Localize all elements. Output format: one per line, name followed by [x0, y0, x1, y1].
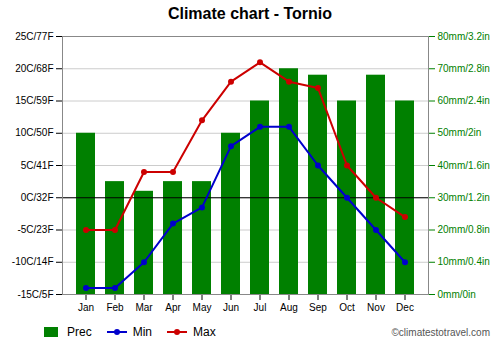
html-text:Max: Max [193, 325, 216, 339]
svg-text:60mm/2.4in: 60mm/2.4in [438, 95, 490, 106]
svg-text:-5C/23F: -5C/23F [17, 224, 53, 235]
svg-text:0mm/0in: 0mm/0in [438, 289, 476, 300]
svg-text:20mm/0.8in: 20mm/0.8in [438, 224, 490, 235]
svg-text:Sep: Sep [309, 302, 327, 313]
svg-text:30mm/1.2in: 30mm/1.2in [438, 192, 490, 203]
svg-text:Apr: Apr [165, 302, 181, 313]
svg-text:Jun: Jun [223, 302, 239, 313]
svg-text:Jan: Jan [78, 302, 94, 313]
svg-text:Feb: Feb [106, 302, 124, 313]
html-text:Prec: Prec [67, 325, 92, 339]
svg-text:25C/77F: 25C/77F [15, 31, 53, 42]
svg-text:Aug: Aug [280, 302, 298, 313]
svg-text:Mar: Mar [135, 302, 153, 313]
svg-text:Dec: Dec [396, 302, 414, 313]
svg-text:15C/59F: 15C/59F [15, 95, 53, 106]
svg-text:Nov: Nov [367, 302, 385, 313]
svg-text:70mm/2.8in: 70mm/2.8in [438, 63, 490, 74]
svg-text:80mm/3.2in: 80mm/3.2in [438, 31, 490, 42]
svg-text:10mm/0.4in: 10mm/0.4in [438, 256, 490, 267]
svg-text:-15C/5F: -15C/5F [17, 289, 53, 300]
svg-text:-10C/14F: -10C/14F [12, 256, 54, 267]
svg-text:50mm/2in: 50mm/2in [438, 127, 482, 138]
html-text:©climatestotravel.com: ©climatestotravel.com [391, 326, 490, 338]
svg-text:Oct: Oct [339, 302, 355, 313]
svg-text:May: May [193, 302, 212, 313]
svg-text:20C/68F: 20C/68F [15, 63, 53, 74]
svg-text:10C/50F: 10C/50F [15, 127, 53, 138]
html-text:Min: Min [132, 325, 152, 339]
svg-text:0C/32F: 0C/32F [21, 192, 54, 203]
html-text:Climate chart - Tornio: Climate chart - Tornio [167, 5, 333, 22]
svg-text:Jul: Jul [254, 302, 267, 313]
svg-text:5C/41F: 5C/41F [21, 160, 54, 171]
svg-text:40mm/1.6in: 40mm/1.6in [438, 160, 490, 171]
